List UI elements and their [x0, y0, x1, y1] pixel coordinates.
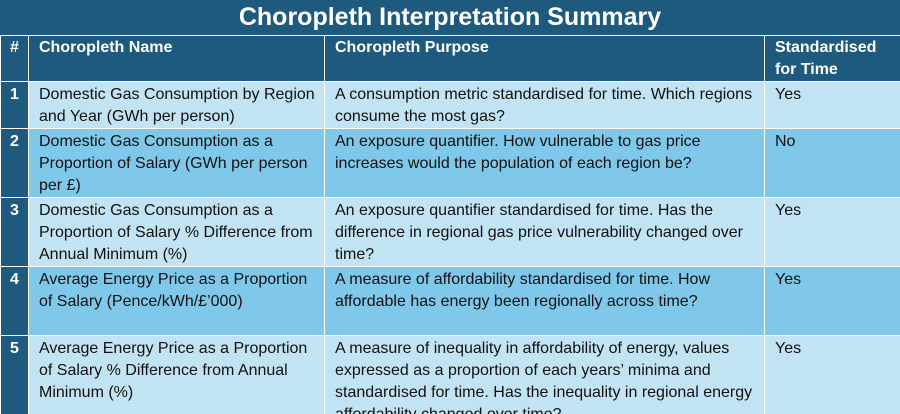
row-number: 1 [0, 81, 29, 129]
table-row: 2 Domestic Gas Consumption as a Proporti… [0, 128, 900, 198]
table-header-row: # Choropleth Name Choropleth Purpose Sta… [0, 35, 900, 82]
choropleth-purpose: An exposure quantifier standardised for … [324, 197, 765, 267]
row-number: 4 [0, 266, 29, 336]
row-number: 2 [0, 128, 29, 198]
choropleth-name: Average Energy Price as a Proportion of … [28, 335, 325, 414]
choropleth-name: Domestic Gas Consumption by Region and Y… [28, 81, 325, 129]
choropleth-purpose: A measure of inequality in affordability… [324, 335, 765, 414]
standardised-value: Yes [764, 81, 900, 129]
choropleth-name: Domestic Gas Consumption as a Proportion… [28, 197, 325, 267]
page-title: Choropleth Interpretation Summary [0, 0, 900, 35]
table-row: 1 Domestic Gas Consumption by Region and… [0, 81, 900, 129]
standardised-value: Yes [764, 335, 900, 414]
header-name: Choropleth Name [28, 35, 325, 82]
table-row: 3 Domestic Gas Consumption as a Proporti… [0, 197, 900, 267]
table-row: 4 Average Energy Price as a Proportion o… [0, 266, 900, 336]
header-num: # [0, 35, 29, 82]
choropleth-purpose: A measure of affordability standardised … [324, 266, 765, 336]
row-number: 3 [0, 197, 29, 267]
header-standardised: Standardised for Time [764, 35, 900, 82]
table-row: 5 Average Energy Price as a Proportion o… [0, 335, 900, 414]
choropleth-purpose: A consumption metric standardised for ti… [324, 81, 765, 129]
standardised-value: Yes [764, 266, 900, 336]
row-number: 5 [0, 335, 29, 414]
choropleth-purpose: An exposure quantifier. How vulnerable t… [324, 128, 765, 198]
standardised-value: Yes [764, 197, 900, 267]
standardised-value: No [764, 128, 900, 198]
choropleth-name: Domestic Gas Consumption as a Proportion… [28, 128, 325, 198]
choropleth-summary-table: # Choropleth Name Choropleth Purpose Sta… [0, 35, 900, 414]
choropleth-name: Average Energy Price as a Proportion of … [28, 266, 325, 336]
header-purpose: Choropleth Purpose [324, 35, 765, 82]
